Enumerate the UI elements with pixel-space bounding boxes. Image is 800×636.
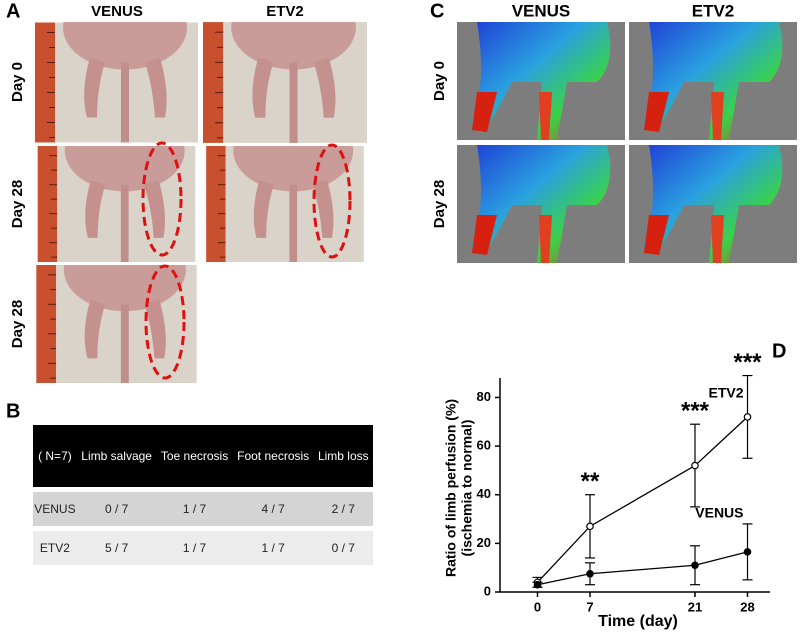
significance-mark: ** <box>581 468 600 495</box>
y-axis-label: (ischemia to normal) <box>459 420 475 557</box>
outcome-table: ( N=7) Limb salvage Toe necrosis Foot ne… <box>33 420 373 570</box>
table-header: Foot necrosis <box>232 425 314 487</box>
highlight-ellipse <box>144 264 186 380</box>
significance-mark: *** <box>681 398 710 425</box>
table-cell: 0 / 7 <box>76 492 157 526</box>
point <box>691 461 699 470</box>
table-cell: ETV2 <box>33 531 77 565</box>
table-cell: 2 / 7 <box>313 492 373 526</box>
point <box>533 580 542 589</box>
point <box>743 548 752 556</box>
series-line <box>537 551 748 586</box>
panel-letter: A <box>6 0 20 22</box>
row-label: Day 28 <box>9 180 26 228</box>
x-tick-label: 0 <box>534 599 541 614</box>
table-cell: 1 / 7 <box>232 531 314 565</box>
table-cell: 4 / 7 <box>232 492 314 526</box>
y-tick-label: 40 <box>477 486 491 501</box>
point <box>691 561 699 570</box>
row-label: Day 0 <box>431 61 448 101</box>
row-label: Day 28 <box>9 300 26 348</box>
table-header: Limb loss <box>313 425 373 487</box>
y-tick-label: 0 <box>484 583 491 598</box>
column-header: ETV2 <box>266 3 304 20</box>
y-tick-label: 80 <box>477 389 491 404</box>
panel-letter: B <box>6 400 20 422</box>
x-axis-label: Time (day) <box>598 613 678 630</box>
y-tick-label: 60 <box>477 438 491 453</box>
x-tick-label: 21 <box>688 599 702 614</box>
panel-letter: D <box>772 340 786 362</box>
table-header: Limb salvage <box>76 425 157 487</box>
photo <box>203 22 367 143</box>
x-tick-label: 28 <box>740 599 754 614</box>
perfusion-image <box>457 22 625 140</box>
photo <box>35 22 198 143</box>
y-axis-label: Ratio of limb perfusion (%) <box>443 399 459 577</box>
series-line <box>537 416 748 583</box>
panel-letter: C <box>430 0 444 22</box>
y-tick-label: 20 <box>477 535 491 550</box>
line-chart: Ratio of limb perfusion (%) (ischemia to… <box>443 349 770 630</box>
series-label: VENUS <box>695 505 743 521</box>
table-cell: 0 / 7 <box>313 531 373 565</box>
row-label: Day 0 <box>9 62 26 102</box>
perfusion-image <box>629 145 797 263</box>
series-label: ETV2 <box>708 384 743 400</box>
table-cell: VENUS <box>33 492 77 526</box>
table-cell: 1 / 7 <box>156 531 233 565</box>
column-header: VENUS <box>512 1 571 20</box>
table-header: ( N=7) <box>33 425 77 487</box>
highlight-ellipse <box>312 143 352 259</box>
significance-mark: *** <box>733 349 762 376</box>
row-label: Day 28 <box>431 180 448 228</box>
point <box>743 413 752 421</box>
table-header: Toe necrosis <box>156 425 233 487</box>
perfusion-image <box>457 145 625 263</box>
column-header: VENUS <box>91 3 143 20</box>
highlight-ellipse <box>141 141 183 257</box>
table-cell: 1 / 7 <box>156 492 233 526</box>
table-cell: 5 / 7 <box>76 531 157 565</box>
x-tick-label: 7 <box>586 599 593 614</box>
point <box>586 569 594 578</box>
perfusion-image <box>629 22 797 140</box>
point <box>586 522 594 531</box>
column-header: ETV2 <box>692 1 735 20</box>
